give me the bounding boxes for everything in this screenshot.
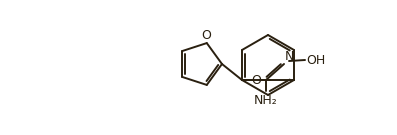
Text: OH: OH	[306, 53, 325, 67]
Text: N: N	[285, 50, 295, 63]
Text: O: O	[201, 29, 211, 42]
Text: NH₂: NH₂	[254, 94, 278, 107]
Text: O: O	[251, 73, 261, 87]
